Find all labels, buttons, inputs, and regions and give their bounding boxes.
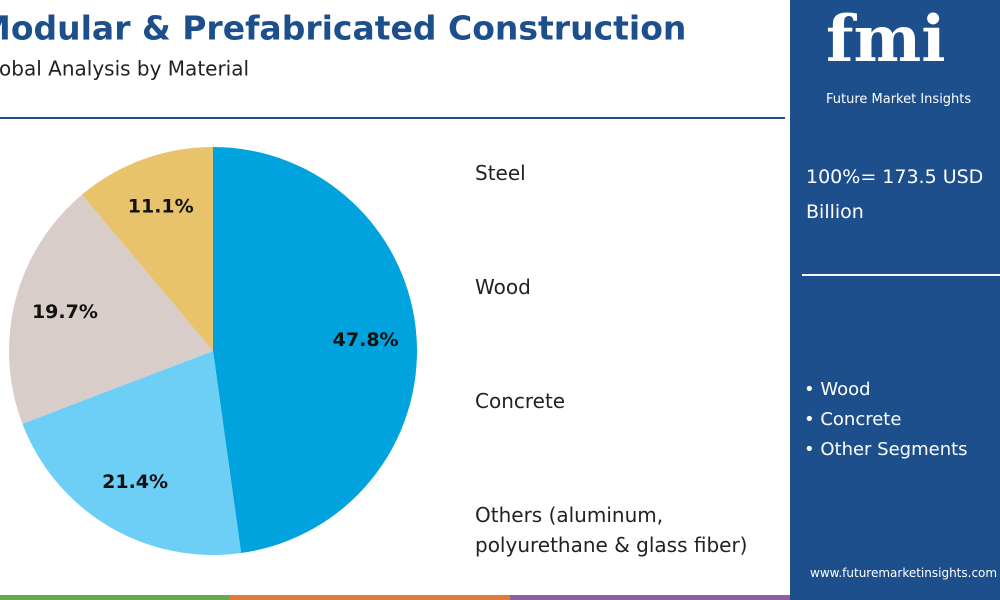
data-label: 21.4% — [102, 471, 168, 493]
bullet-item: • Wood — [804, 375, 968, 405]
footer-strip — [0, 595, 230, 600]
bullet-list: • Wood • Concrete • Other Segments — [804, 375, 968, 465]
rule — [802, 274, 1000, 276]
chart-subtitle: Global Analysis by Material — [0, 57, 249, 81]
pie-slice — [81, 147, 213, 351]
bullet-text: Other Segments — [820, 439, 968, 460]
data-label: 47.8% — [333, 329, 399, 351]
pie-slice — [213, 147, 418, 554]
bullet-item: • Concrete — [804, 405, 968, 435]
url: www.futuremarketinsights.com — [810, 566, 998, 580]
bullet-text: Wood — [820, 379, 871, 400]
footer-strip — [230, 595, 510, 600]
brand: Future Market Insights — [826, 92, 972, 107]
legend-label: Others (aluminum, polyurethane & glass f… — [475, 503, 748, 557]
bullet-text: Concrete — [820, 409, 902, 430]
pie-slice — [22, 351, 242, 556]
bullet: • — [804, 379, 821, 400]
sidebar: fmi Future Market Insights 100%= 173.5 U… — [790, 0, 1000, 600]
data-label: 11.1% — [128, 196, 194, 218]
footer-strip — [510, 595, 790, 600]
legend-label: Steel — [475, 161, 526, 185]
bullet-item: • Other Segments — [804, 435, 968, 465]
legend-label: Concrete — [475, 389, 566, 413]
logo: fmi — [826, 2, 946, 77]
data-label: 19.7% — [32, 301, 98, 323]
pie-slice — [8, 194, 213, 424]
chart-title: Modular & Prefabricated Construction — [0, 9, 686, 48]
legend-label: Wood — [475, 275, 531, 299]
bullet: • — [804, 409, 821, 430]
bullet: • — [804, 439, 821, 460]
total: 100%= 173.5 USD Billion — [806, 166, 984, 223]
